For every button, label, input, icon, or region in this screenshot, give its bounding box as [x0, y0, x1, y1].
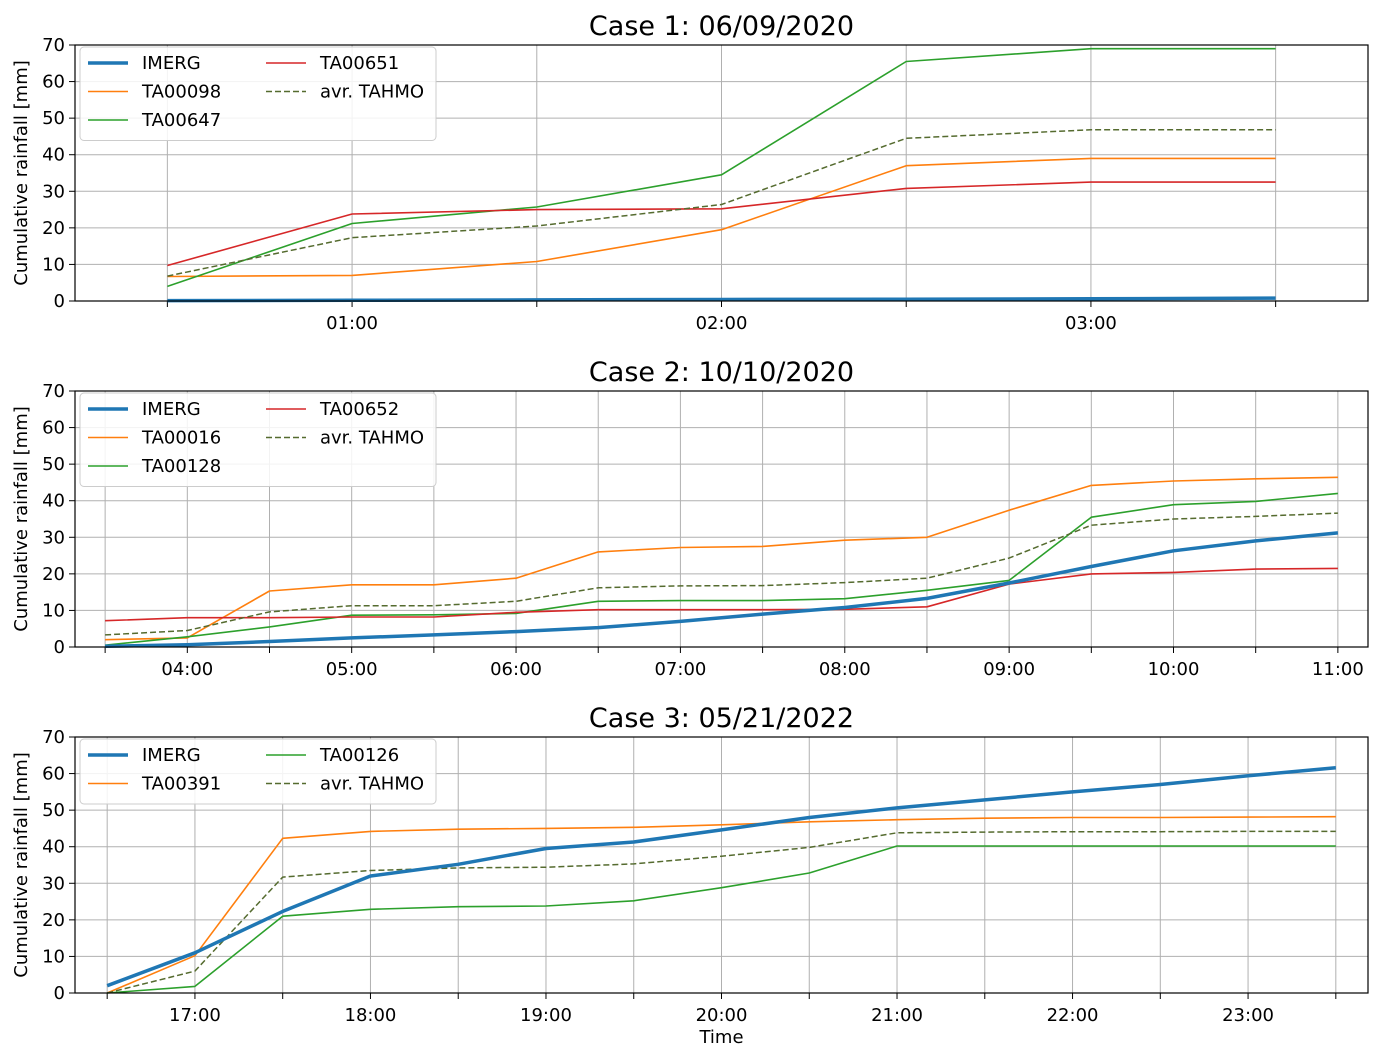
y-tick-label: 70 [42, 35, 65, 56]
legend-label: avr. TAHMO [320, 428, 424, 449]
y-axis-label: Cumulative rainfall [mm] [11, 60, 32, 286]
x-tick-label: 02:00 [696, 313, 748, 334]
chart-panel-3: 0 10 20 30 40 50 60 70 17:00 18:00 19:00 20:00 21:00… [11, 703, 1369, 1046]
series-line-ta00098 [167, 157, 1276, 278]
y-tick-label: 0 [54, 291, 65, 312]
legend: IMERG TA00016 TA00128 TA00652 avr. TAHMO [79, 392, 437, 487]
x-tick-label: 21:00 [871, 1005, 923, 1026]
y-tick-label: 0 [54, 983, 65, 1004]
x-tick-label: 18:00 [345, 1005, 397, 1026]
y-tick-label: 50 [42, 454, 65, 475]
legend-label: IMERG [142, 53, 201, 74]
series-line-imerg [106, 765, 1336, 988]
x-tick-label: 11:00 [1312, 659, 1364, 680]
series-line-ta00016 [105, 476, 1338, 641]
series-line-ta00391 [106, 815, 1336, 994]
legend-label: TA00098 [141, 82, 221, 103]
x-tick-label: 09:00 [983, 659, 1035, 680]
series-line-ta00128 [105, 492, 1338, 646]
y-axis-label: Cumulative rainfall [mm] [11, 406, 32, 632]
chart-panel-1: 0 10 20 30 40 50 60 70 01:00 02:00 03:00 Case 1: 06… [11, 11, 1369, 334]
series-line-ta00652 [105, 567, 1338, 622]
series-line-avr-tahmo [105, 512, 1338, 636]
y-tick-label: 40 [42, 491, 65, 512]
y-tick-label: 20 [42, 218, 65, 239]
y-tick-label: 30 [42, 873, 65, 894]
legend-label: TA00651 [319, 53, 399, 74]
legend-label: TA00128 [141, 456, 221, 477]
y-tick-label: 50 [42, 108, 65, 129]
y-tick-label: 70 [42, 381, 65, 402]
plot-frame [74, 390, 1369, 648]
chart-title: Case 1: 06/09/2020 [589, 11, 854, 42]
x-tick-label: 23:00 [1222, 1005, 1274, 1026]
series-line-imerg [105, 531, 1339, 649]
x-tick-label: 01:00 [326, 313, 378, 334]
x-tick-label: 03:00 [1065, 313, 1117, 334]
y-tick-label: 40 [42, 837, 65, 858]
x-tick-label: 07:00 [654, 659, 706, 680]
x-tick-label: 06:00 [490, 659, 542, 680]
x-tick-label: 05:00 [326, 659, 378, 680]
legend-box [79, 738, 437, 805]
y-tick-label: 60 [42, 764, 65, 785]
y-tick-label: 60 [42, 72, 65, 93]
legend-label: TA00647 [141, 110, 221, 131]
series-line-avr-tahmo [107, 830, 1336, 994]
x-tick-label: 19:00 [520, 1005, 572, 1026]
series-line-avr-tahmo [167, 129, 1276, 277]
x-tick-label: 10:00 [1148, 659, 1200, 680]
legend: IMERG TA00391 TA00126 avr. TAHMO [79, 738, 437, 805]
legend-label: TA00126 [319, 745, 399, 766]
y-tick-label: 10 [42, 600, 65, 621]
x-tick-label: 08:00 [819, 659, 871, 680]
x-axis-label: Time [698, 1027, 743, 1046]
series-line-imerg [167, 296, 1276, 303]
y-tick-label: 0 [54, 637, 65, 658]
y-tick-label: 30 [42, 181, 65, 202]
chart-panel-2: 0 10 20 30 40 50 60 70 04:00 05:00 06:00 07:00 08:00… [11, 357, 1369, 680]
plot-frame [74, 44, 1369, 302]
chart-title: Case 2: 10/10/2020 [589, 357, 854, 388]
y-tick-label: 50 [42, 800, 65, 821]
legend-label: IMERG [142, 399, 201, 420]
legend-label: TA00652 [319, 399, 399, 420]
y-tick-label: 20 [42, 910, 65, 931]
chart-title: Case 3: 05/21/2022 [589, 703, 854, 734]
series-line-ta00126 [107, 845, 1336, 994]
y-tick-label: 30 [42, 527, 65, 548]
y-tick-label: 10 [42, 254, 65, 275]
y-tick-label: 60 [42, 418, 65, 439]
y-tick-label: 20 [42, 564, 65, 585]
y-tick-label: 70 [42, 727, 65, 748]
series-line-ta00651 [167, 181, 1276, 267]
legend-label: avr. TAHMO [320, 82, 424, 103]
x-tick-label: 17:00 [169, 1005, 221, 1026]
x-tick-label: 04:00 [161, 659, 213, 680]
legend-label: TA00391 [141, 774, 221, 795]
x-tick-label: 22:00 [1047, 1005, 1099, 1026]
series-line-ta00647 [167, 47, 1276, 288]
legend-box [79, 46, 437, 141]
legend: IMERG TA00098 TA00647 TA00651 avr. TAHMO [79, 46, 437, 141]
legend-box [79, 392, 437, 487]
y-tick-label: 40 [42, 145, 65, 166]
legend-label: IMERG [142, 745, 201, 766]
legend-label: TA00016 [141, 428, 221, 449]
legend-label: avr. TAHMO [320, 774, 424, 795]
plot-frame [74, 736, 1369, 994]
y-tick-label: 10 [42, 946, 65, 967]
x-tick-label: 20:00 [696, 1005, 748, 1026]
y-axis-label: Cumulative rainfall [mm] [11, 752, 32, 978]
